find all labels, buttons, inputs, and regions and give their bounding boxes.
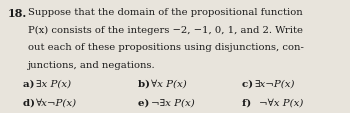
Text: b): b) bbox=[138, 79, 154, 88]
Text: d): d) bbox=[23, 98, 38, 107]
Text: ∀x P(x): ∀x P(x) bbox=[150, 79, 186, 88]
Text: Suppose that the domain of the propositional function: Suppose that the domain of the propositi… bbox=[28, 8, 303, 17]
Text: 18.: 18. bbox=[8, 8, 27, 19]
Text: P(x) consists of the integers −2, −1, 0, 1, and 2. Write: P(x) consists of the integers −2, −1, 0,… bbox=[28, 25, 303, 34]
Text: ¬∃x P(x): ¬∃x P(x) bbox=[150, 98, 194, 107]
Text: junctions, and negations.: junctions, and negations. bbox=[28, 60, 156, 69]
Text: ¬∀x P(x): ¬∀x P(x) bbox=[259, 98, 303, 107]
Text: ∀x¬P(x): ∀x¬P(x) bbox=[36, 98, 77, 107]
Text: a): a) bbox=[23, 79, 38, 88]
Text: f): f) bbox=[242, 98, 259, 107]
Text: ∃x P(x): ∃x P(x) bbox=[36, 79, 71, 88]
Text: e): e) bbox=[138, 98, 153, 107]
Text: out each of these propositions using disjunctions, con-: out each of these propositions using dis… bbox=[28, 43, 304, 52]
Text: c): c) bbox=[242, 79, 257, 88]
Text: ∃x¬P(x): ∃x¬P(x) bbox=[254, 79, 295, 88]
